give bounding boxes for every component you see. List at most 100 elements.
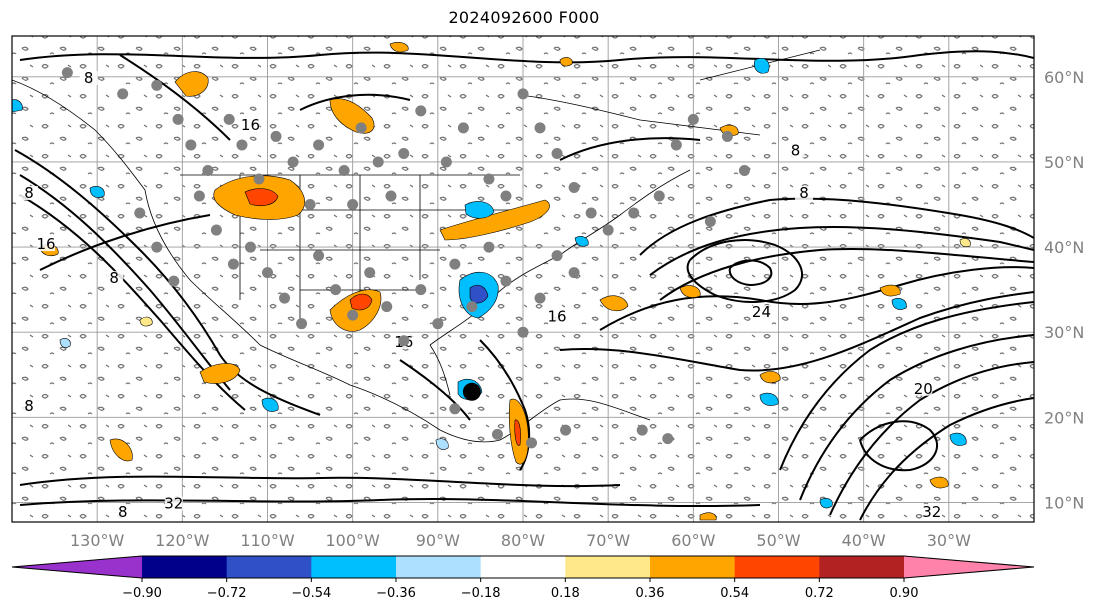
colorbar-tick-label: 0.72	[805, 586, 834, 601]
colorbar-extend-max	[904, 556, 1034, 578]
colorbar-tick-label: −0.72	[207, 586, 247, 601]
contour-label: 8	[24, 397, 34, 415]
latitude-label: 60°N	[1044, 68, 1084, 87]
station-dot	[457, 122, 469, 134]
contour-label: 24	[752, 303, 771, 321]
station-dot	[449, 403, 461, 415]
station-dot	[483, 173, 495, 185]
station-dot	[372, 156, 384, 168]
station-dot	[287, 156, 299, 168]
colorbar-tick-label: −0.90	[122, 586, 162, 601]
colorbar-tick-label: 0.54	[720, 586, 749, 601]
map-border	[11, 35, 1035, 523]
contour-label: 8	[791, 141, 801, 159]
station-dot	[687, 113, 699, 125]
station-dot	[253, 173, 265, 185]
station-dot	[398, 335, 410, 347]
latitude-axis-labels: 60°N 50°N 40°N 30°N 20°N 10°N	[1044, 68, 1084, 513]
station-dot	[236, 139, 248, 151]
colorbar-extend-min	[12, 556, 142, 578]
station-dot	[517, 88, 529, 100]
station-dot	[517, 326, 529, 338]
station-dot	[534, 292, 546, 304]
station-dot	[483, 241, 495, 253]
station-dot	[440, 156, 452, 168]
contour-label: 8	[118, 503, 128, 521]
colorbar-tick-labels: −0.90 −0.72 −0.54 −0.36 −0.18 0.18 0.36 0.54 0.7…	[122, 578, 918, 601]
station-dot	[244, 241, 256, 253]
colorbar	[11, 555, 1035, 579]
station-dot	[526, 437, 538, 449]
longitude-label: 100°W	[325, 531, 380, 550]
colorbar-tick-label: 0.36	[636, 586, 665, 601]
station-dot	[432, 318, 444, 330]
station-dot	[227, 258, 239, 270]
positive-shading	[39, 42, 971, 521]
station-dot	[117, 88, 129, 100]
station-dot	[193, 190, 205, 202]
station-dot	[551, 147, 563, 159]
station-dot	[500, 275, 512, 287]
station-dot	[313, 250, 325, 262]
contour-lines	[14, 50, 1034, 521]
station-dot	[466, 301, 478, 313]
station-dot	[347, 199, 359, 211]
station-dot	[662, 433, 674, 445]
contour-label: 8	[24, 184, 34, 202]
station-dot	[151, 79, 163, 91]
colorbar-segment	[396, 556, 482, 578]
station-dot	[670, 139, 682, 151]
station-dot	[347, 309, 359, 321]
station-dot	[415, 284, 427, 296]
station-dot	[279, 292, 291, 304]
longitude-label: 80°W	[501, 531, 545, 550]
station-dot	[721, 130, 733, 142]
longitude-label: 90°W	[416, 531, 460, 550]
latitude-label: 40°N	[1044, 238, 1084, 257]
station-dot	[151, 241, 163, 253]
contour-label: 32	[164, 495, 183, 513]
longitude-axis-labels: 130°W 120°W 110°W 100°W 90°W 80°W 70°W 60°W 50°W…	[70, 531, 971, 550]
station-dot	[568, 182, 580, 194]
contour-label: 16	[37, 235, 56, 253]
station-dot	[449, 258, 461, 270]
station-dot	[172, 113, 184, 125]
station-dot	[585, 207, 597, 219]
contour-label: 16	[241, 116, 260, 134]
station-dot	[168, 275, 180, 287]
station-dot	[223, 113, 235, 125]
station-dot	[415, 105, 427, 117]
station-dot	[534, 122, 546, 134]
contour-label: 8	[109, 269, 119, 287]
station-dot	[500, 190, 512, 202]
colorbar-tick-label: −0.36	[376, 586, 416, 601]
colorbar-segment	[650, 556, 736, 578]
station-dot	[61, 67, 73, 79]
longitude-label: 130°W	[70, 531, 125, 550]
station-dot	[202, 164, 214, 176]
station-dot	[398, 147, 410, 159]
colorbar-segment	[480, 556, 566, 578]
colorbar-tick-label: −0.18	[461, 586, 501, 601]
latitude-label: 10°N	[1044, 493, 1084, 512]
longitude-label: 70°W	[586, 531, 630, 550]
station-dot	[602, 224, 614, 236]
station-dot	[551, 250, 563, 262]
colorbar-segment	[819, 556, 905, 578]
station-dot	[653, 190, 665, 202]
station-dot	[210, 224, 222, 236]
longitude-label: 50°W	[756, 531, 800, 550]
contour-label: 32	[922, 503, 941, 521]
storm-center-marker	[462, 382, 481, 401]
contour-label: 20	[914, 380, 933, 398]
station-dot	[313, 139, 325, 151]
longitude-label: 40°W	[842, 531, 886, 550]
map-frame: 81681688816162483283220	[11, 35, 1035, 523]
colorbar-tick-label: −0.54	[291, 586, 331, 601]
colorbar-tick-label: 0.18	[551, 586, 580, 601]
colorbar-tick-label: 0.90	[890, 586, 919, 601]
station-dot	[381, 301, 393, 313]
station-dot	[738, 164, 750, 176]
station-dot	[385, 190, 397, 202]
station-dot	[628, 207, 640, 219]
